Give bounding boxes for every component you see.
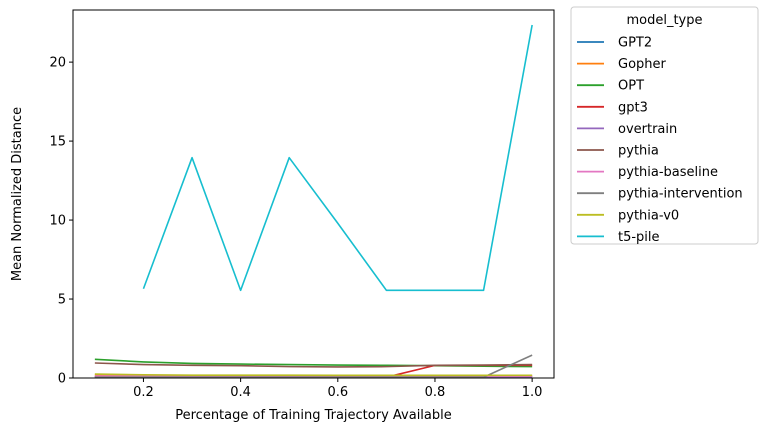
x-axis-label: Percentage of Training Trajectory Availa… <box>175 408 452 423</box>
y-tick-label: 10 <box>49 214 66 229</box>
y-axis: 0 5 10 15 20 <box>49 56 73 387</box>
legend-label-pythia: pythia <box>618 144 659 159</box>
legend: model_type GPT2 Gopher OPT gpt3 overtrain pyt… <box>570 6 759 245</box>
y-axis-label: Mean Normalized Distance <box>10 107 25 281</box>
y-tick-label: 5 <box>58 293 66 308</box>
y-tick-label: 20 <box>49 56 66 71</box>
legend-label-pythia-baseline: pythia-baseline <box>618 165 718 180</box>
x-tick-label: 0.8 <box>425 385 446 400</box>
legend-label-gpt2: GPT2 <box>618 36 652 51</box>
series-line-pythia-v0 <box>94 373 533 377</box>
legend-label-gpt3: gpt3 <box>618 100 648 115</box>
legend-label-gopher: Gopher <box>618 57 667 72</box>
series-lines <box>94 24 533 379</box>
legend-label-pythia-intervention: pythia-intervention <box>618 187 743 202</box>
legend-label-pythia-v0: pythia-v0 <box>618 208 679 223</box>
x-tick-label: 0.6 <box>327 385 348 400</box>
legend-title: model_type <box>626 13 702 28</box>
legend-label-opt: OPT <box>618 79 644 94</box>
legend-frame <box>570 6 759 245</box>
x-tick-label: 1.0 <box>522 385 543 400</box>
axes-frame <box>72 9 555 379</box>
x-tick-label: 0.4 <box>230 385 251 400</box>
legend-label-overtrain: overtrain <box>618 122 677 137</box>
series-line-t5-pile <box>142 24 533 292</box>
legend-items: GPT2 Gopher OPT gpt3 overtrain pythia pythia-b… <box>577 36 743 245</box>
x-axis: 0.2 0.4 0.6 0.8 1.0 <box>133 378 542 400</box>
y-tick-label: 0 <box>58 372 66 387</box>
legend-label-t5-pile: t5-pile <box>618 230 660 245</box>
series-line-pythia <box>94 362 533 368</box>
x-tick-label: 0.2 <box>133 385 154 400</box>
series-line-pythia-intervention <box>94 354 533 379</box>
y-tick-label: 15 <box>49 135 66 150</box>
